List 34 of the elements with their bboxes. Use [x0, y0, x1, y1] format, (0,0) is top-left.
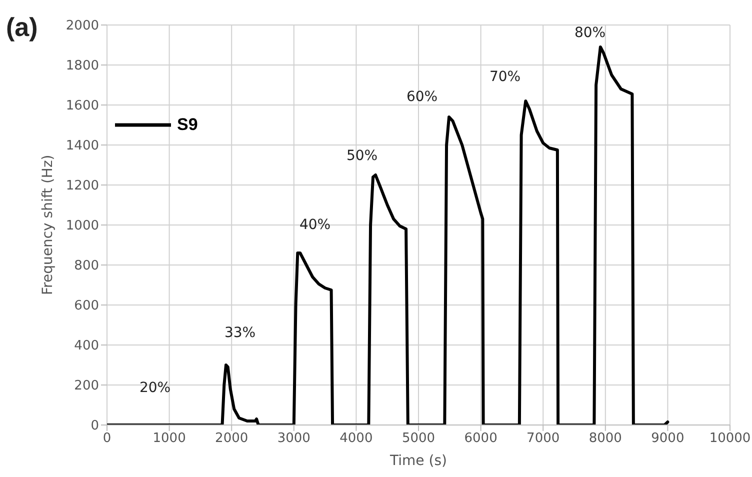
x-tick-label: 2000: [215, 431, 248, 446]
annotation: 70%: [489, 69, 521, 85]
y-tick-label: 1200: [66, 178, 99, 194]
legend-label: S9: [177, 115, 198, 135]
annotation: 50%: [346, 148, 378, 164]
y-tick-label: 2000: [66, 18, 99, 34]
x-tick-label: 10000: [709, 431, 751, 446]
annotation: 80%: [574, 25, 606, 41]
annotation: 40%: [299, 217, 331, 233]
y-tick-label: 1000: [66, 218, 99, 234]
x-tick-label: 0: [102, 431, 112, 446]
x-tick-label: 9000: [651, 431, 684, 446]
y-tick-label: 800: [74, 258, 99, 274]
y-axis-title: Frequency shift (Hz): [40, 154, 56, 295]
annotation: 20%: [139, 380, 171, 396]
text: (a): [6, 12, 38, 43]
x-tick-label: 3000: [277, 431, 310, 446]
x-tick-label: 4000: [340, 431, 373, 446]
y-tick-label: 0: [90, 418, 99, 434]
line-series: [107, 46, 670, 425]
y-tick-label: 1600: [66, 98, 99, 114]
y-tick-label: 1800: [66, 58, 99, 74]
x-tick-label: 6000: [464, 431, 498, 446]
annotation: 60%: [406, 89, 438, 105]
x-tick-label: 8000: [588, 431, 622, 446]
y-tick-label: 200: [74, 378, 99, 394]
y-tick-label: 1400: [66, 138, 99, 154]
y-tick-label: 600: [74, 298, 99, 314]
x-tick-label: 5000: [402, 431, 436, 446]
x-tick-label: 1000: [152, 431, 186, 446]
x-tick-label: 7000: [526, 431, 560, 446]
x-axis-title: Time (s): [389, 453, 447, 469]
annotation: 33%: [224, 325, 256, 341]
y-tick-label: 400: [74, 338, 99, 354]
